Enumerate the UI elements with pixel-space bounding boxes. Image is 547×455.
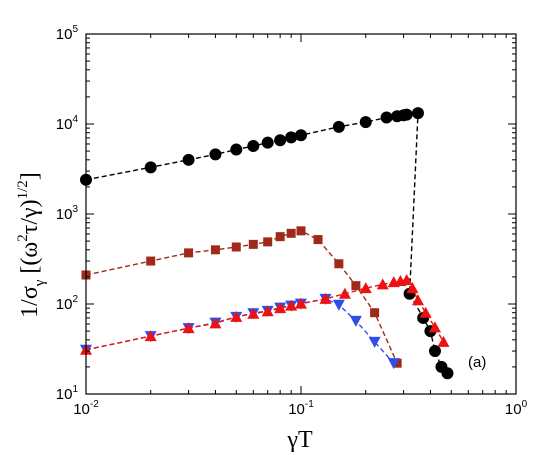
data-point-circle xyxy=(332,120,345,133)
data-point-square xyxy=(184,248,194,258)
y-tick-label: 102 xyxy=(56,294,79,313)
data-point-triangle-up xyxy=(182,322,195,334)
x-tick-label: 10-1 xyxy=(288,399,314,418)
series-square xyxy=(81,226,402,368)
data-point-triangle-up xyxy=(274,302,287,314)
data-point-square xyxy=(370,308,380,318)
data-point-square xyxy=(334,259,344,269)
series-line-triangle-down xyxy=(85,298,395,364)
data-point-circle xyxy=(411,107,424,120)
data-point-square xyxy=(392,358,402,368)
y-label-sup1: 2 xyxy=(15,234,31,242)
data-point-triangle-down xyxy=(332,299,345,311)
series-circle xyxy=(80,107,454,380)
data-point-square xyxy=(263,237,273,247)
data-point-triangle-up xyxy=(411,294,424,306)
data-point-triangle-up xyxy=(338,287,351,299)
data-point-triangle-up xyxy=(359,282,372,294)
data-point-square xyxy=(248,239,258,249)
data-point-triangle-down xyxy=(368,336,381,348)
data-point-circle xyxy=(274,134,287,147)
data-point-circle xyxy=(230,143,243,156)
data-point-circle xyxy=(380,111,393,124)
data-point-triangle-up xyxy=(247,307,260,319)
data-point-triangle-down xyxy=(387,358,400,370)
data-point-circle xyxy=(209,148,222,161)
data-point-circle xyxy=(441,367,454,380)
data-point-triangle-up xyxy=(437,335,450,347)
data-point-triangle-up xyxy=(261,305,274,317)
data-point-triangle-up xyxy=(230,310,243,322)
data-point-square xyxy=(286,228,296,238)
data-point-triangle-up xyxy=(400,273,413,285)
y-label-prefix: 1/σ xyxy=(17,286,43,318)
y-label-close: ] xyxy=(17,172,43,180)
y-tick-label: 105 xyxy=(56,24,79,43)
data-point-circle xyxy=(261,136,274,149)
data-point-circle xyxy=(359,116,372,129)
data-point-triangle-up xyxy=(144,330,157,342)
data-point-square xyxy=(313,235,323,245)
y-label-mid: τ/γ) xyxy=(17,199,43,234)
x-tick-label: 10-2 xyxy=(73,399,99,418)
data-point-square xyxy=(210,245,220,255)
data-point-triangle-up xyxy=(406,282,419,294)
y-label-open: [(ω xyxy=(17,242,43,280)
data-point-triangle-up xyxy=(428,321,441,333)
y-tick-label: 101 xyxy=(56,384,79,403)
series-triangle-up xyxy=(80,273,450,355)
data-point-circle xyxy=(182,153,195,166)
data-point-circle xyxy=(428,345,441,358)
labels-layer: 10-2 10-1 100 101 102 103 104 105 xyxy=(56,24,528,418)
y-label-sup2: 1/2 xyxy=(15,180,31,199)
data-point-triangle-up xyxy=(376,278,389,290)
series-layer xyxy=(80,107,454,380)
data-point-circle xyxy=(295,129,307,142)
data-point-circle xyxy=(144,161,157,174)
data-point-triangle-up xyxy=(285,299,298,311)
data-point-square xyxy=(296,226,306,236)
panel-annotation: (a) xyxy=(468,354,486,371)
data-point-square xyxy=(351,281,361,291)
data-point-triangle-up xyxy=(319,292,332,304)
data-point-circle xyxy=(285,131,298,144)
y-tick-label: 104 xyxy=(56,114,79,133)
data-point-square xyxy=(146,256,156,266)
data-point-triangle-down xyxy=(349,315,362,327)
data-point-square xyxy=(275,232,285,242)
data-point-triangle-up xyxy=(209,317,222,329)
data-point-circle xyxy=(247,139,260,152)
y-label-sub: γ xyxy=(32,279,48,287)
data-point-triangle-up xyxy=(419,306,432,318)
data-point-square xyxy=(231,242,241,252)
x-tick-label: 100 xyxy=(505,399,528,418)
series-line-triangle-up xyxy=(85,279,445,351)
x-axis-label: γT xyxy=(286,427,313,453)
series-line-square xyxy=(85,230,398,364)
data-point-triangle-up xyxy=(295,297,307,309)
ticks-layer xyxy=(85,34,516,395)
y-axis-label: 1/σγ [(ω2τ/γ)1/2] xyxy=(15,172,48,318)
data-point-circle xyxy=(400,108,413,121)
series-triangle-down xyxy=(80,293,400,370)
y-tick-label: 103 xyxy=(56,204,79,223)
